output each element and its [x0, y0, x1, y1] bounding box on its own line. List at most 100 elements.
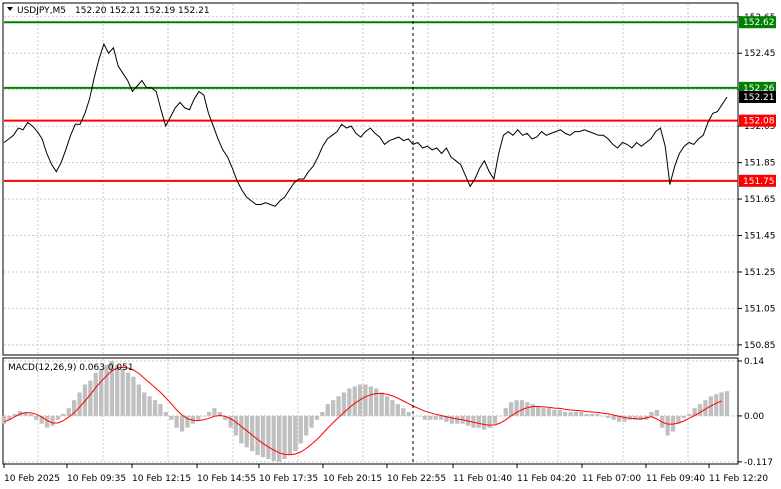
- macd-bar: [379, 392, 384, 416]
- macd-bar: [185, 415, 190, 428]
- level-tag-label: 152.26: [743, 84, 775, 94]
- macd-bar: [109, 361, 115, 416]
- price-tick-label: 151.85: [744, 159, 776, 169]
- macd-bar: [223, 415, 228, 420]
- macd-bar: [45, 415, 50, 428]
- macd-bar: [476, 415, 481, 428]
- time-tick-label: 11 Feb 09:40: [646, 474, 705, 484]
- macd-bar: [590, 413, 595, 416]
- dropdown-triangle-icon[interactable]: [7, 7, 13, 11]
- time-tick-label: 10 Feb 09:35: [67, 474, 126, 484]
- macd-tick-label: 0.00: [744, 412, 764, 422]
- macd-bar: [169, 415, 174, 420]
- macd-bar: [347, 388, 352, 416]
- macd-bar: [271, 415, 276, 461]
- macd-bar: [714, 394, 719, 416]
- macd-bar: [293, 415, 298, 452]
- macd-bar: [34, 415, 39, 420]
- macd-bar: [314, 415, 320, 420]
- macd-bar: [687, 413, 692, 416]
- time-tick-label: 11 Feb 04:20: [517, 474, 576, 484]
- time-tick-label: 10 Feb 17:35: [259, 474, 318, 484]
- macd-bar: [61, 413, 66, 416]
- level-tag: [739, 174, 776, 187]
- macd-bar: [217, 412, 222, 416]
- macd-bar: [455, 415, 460, 424]
- macd-bar: [72, 400, 77, 416]
- macd-bar: [546, 408, 552, 416]
- macd-bar: [163, 412, 168, 416]
- macd-bar: [115, 364, 120, 416]
- macd-bar: [28, 413, 34, 416]
- macd-bar: [244, 415, 249, 448]
- macd-bar: [120, 368, 125, 416]
- price-line: [3, 42, 728, 207]
- macd-bar: [724, 391, 730, 416]
- time-tick-label: 11 Feb 12:20: [709, 474, 768, 484]
- symbol-label: USDJPY,M5: [17, 6, 66, 16]
- level-tag-label: 152.62: [743, 18, 775, 28]
- macd-bar: [136, 384, 141, 416]
- price-tick-label: 151.45: [744, 232, 776, 242]
- macd-bar: [676, 415, 681, 424]
- macd-tick-label: -0.117: [744, 458, 773, 468]
- current-price-label: 152.21: [743, 93, 775, 103]
- macd-bar: [39, 415, 44, 424]
- price-pane[interactable]: [2, 2, 739, 356]
- macd-bar: [557, 410, 562, 416]
- macd-bar: [411, 415, 417, 417]
- level-tags: 152.62 152.26 152.08 151.75 152.21: [739, 16, 776, 187]
- macd-bar: [93, 372, 98, 416]
- macd-bar: [584, 413, 589, 416]
- macd-bar: [422, 415, 427, 420]
- macd-bar: [255, 415, 260, 456]
- level-tag-label: 151.75: [743, 177, 775, 187]
- time-axis: 10 Feb 2025 10 Feb 09:35 10 Feb 12:15 10 Fe…: [3, 464, 768, 484]
- current-price-tag: [739, 90, 776, 103]
- macd-bar: [492, 415, 498, 424]
- macd-bar: [320, 412, 325, 416]
- macd-bar: [541, 408, 546, 416]
- macd-bar: [233, 415, 239, 436]
- macd-bar: [428, 415, 433, 420]
- macd-bar: [622, 415, 627, 422]
- macd-bar: [99, 368, 104, 416]
- macd-bar: [277, 415, 282, 462]
- macd-bar: [239, 415, 244, 444]
- macd-bar: [390, 400, 395, 416]
- macd-bar: [563, 412, 568, 416]
- macd-bar: [131, 376, 136, 416]
- macd-bar: [579, 412, 584, 416]
- macd-bar: [401, 408, 406, 416]
- macd-bar: [633, 415, 638, 420]
- macd-bar: [498, 415, 503, 417]
- macd-bar: [444, 415, 449, 422]
- macd-bar: [304, 415, 309, 436]
- macd-bar: [438, 415, 444, 420]
- macd-bar: [487, 415, 492, 428]
- time-tick-label: 11 Feb 01:40: [453, 474, 512, 484]
- macd-bar: [55, 415, 61, 420]
- macd-label: MACD(12,26,9) 0.063 0.051: [8, 363, 134, 373]
- macd-bar: [509, 402, 514, 416]
- time-tick-label: 10 Feb 20:15: [323, 474, 382, 484]
- macd-bar: [196, 415, 201, 420]
- macd-bar: [616, 415, 622, 422]
- macd-bar: [336, 396, 341, 416]
- macd-bar: [417, 415, 422, 417]
- level-tag: [739, 81, 776, 94]
- macd-bar: [433, 415, 438, 420]
- macd-bar: [395, 404, 400, 416]
- macd-bar: [77, 392, 82, 416]
- time-tick-label: 10 Feb 12:15: [132, 474, 191, 484]
- macd-bar: [206, 412, 212, 416]
- macd-bar: [174, 415, 179, 428]
- macd-bar: [152, 400, 158, 416]
- macd-bar: [503, 408, 508, 416]
- price-tick-label: 151.65: [744, 195, 776, 205]
- macd-bar: [406, 412, 411, 416]
- macd-bar: [352, 386, 357, 416]
- macd-bar: [50, 415, 55, 426]
- price-tick-label: 150.85: [744, 341, 776, 351]
